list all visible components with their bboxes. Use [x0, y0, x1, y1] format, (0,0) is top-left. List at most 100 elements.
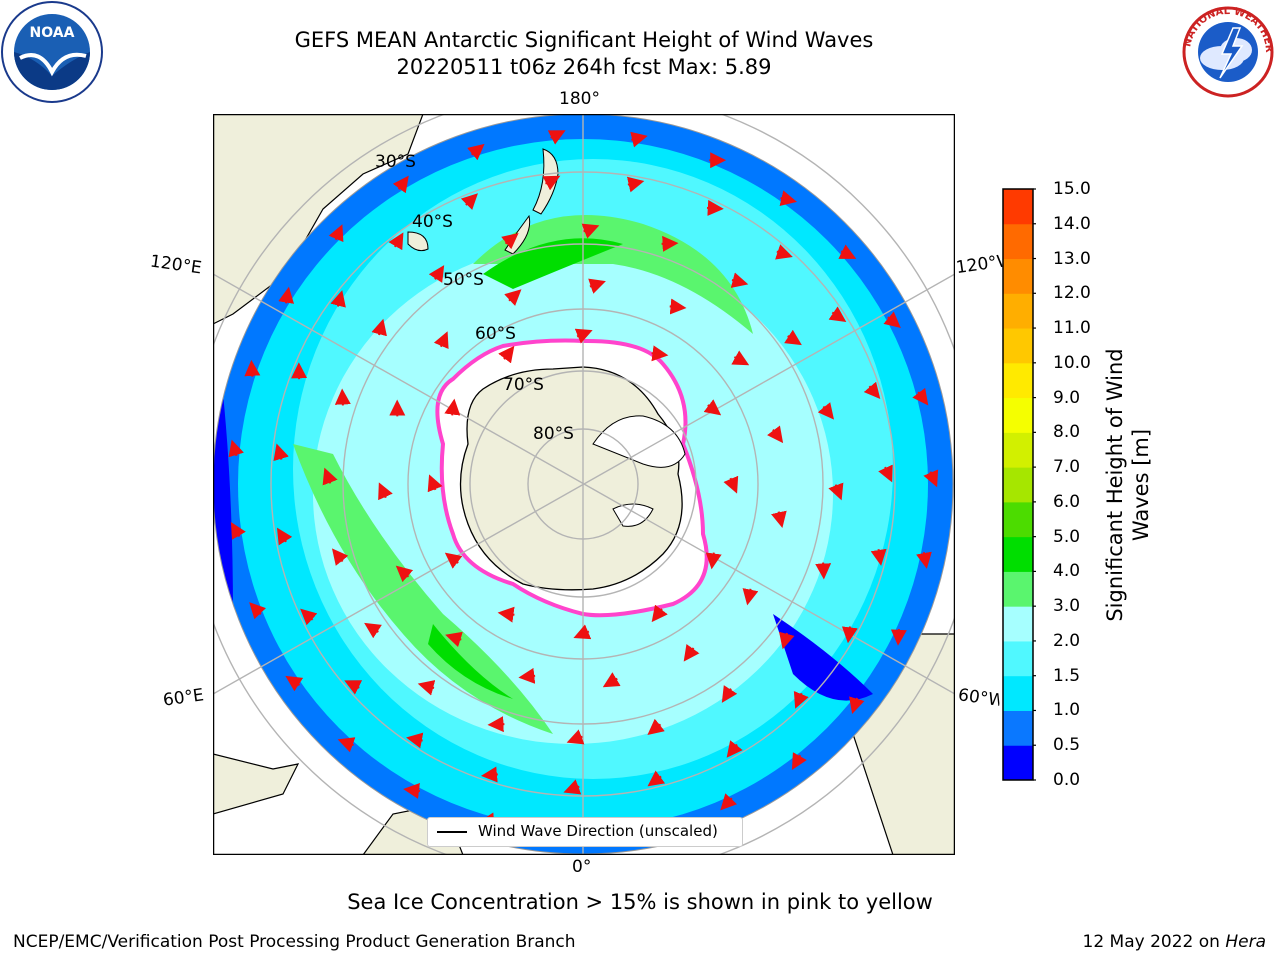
- wind-wave-arrow: [730, 272, 749, 288]
- wind-wave-arrow: [364, 622, 382, 639]
- land-tasmania: [407, 231, 429, 252]
- lat-label-40s: 40°S: [412, 212, 453, 232]
- lon-label-120w: 120°W: [954, 251, 1004, 279]
- map-subtitle: 20220511 t06z 264h fcst Max: 5.89: [396, 55, 772, 79]
- wind-wave-arrow: [300, 608, 318, 626]
- wind-wave-arrow: [378, 482, 393, 501]
- wind-wave-arrow: [890, 628, 907, 646]
- colorbar-tick-label: 5.0: [1053, 526, 1081, 547]
- wind-wave-arrow: [828, 306, 847, 323]
- colorbar-segment: [1003, 432, 1033, 468]
- colorbar-segment: [1003, 571, 1033, 607]
- wind-wave-arrow: [683, 643, 700, 662]
- wind-wave-arrow: [487, 716, 505, 733]
- wind-wave-arrow: [334, 388, 351, 406]
- colorbar-tick-label: 0.0: [1053, 770, 1081, 790]
- noaa-logo: NOAA: [1, 1, 103, 103]
- colorbar-tick-label: 14.0: [1053, 213, 1091, 234]
- colorbar-segment: [1003, 467, 1033, 503]
- wind-wave-arrow: [566, 729, 585, 745]
- wind-wave-arrow: [428, 265, 445, 283]
- wind-wave-arrow: [779, 631, 795, 650]
- nws-logo: NATIONAL WEATHER SERVICE: [1178, 6, 1274, 98]
- wind-wave-arrow: [703, 399, 722, 416]
- colorbar-title: Significant Height of Wind Waves [m]: [1103, 348, 1153, 622]
- map-legend: Wind Wave Direction (unscaled): [427, 817, 743, 847]
- wind-wave-arrow: [588, 278, 606, 294]
- wind-wave-arrow: [912, 387, 929, 406]
- colorbar-segment: [1003, 675, 1033, 711]
- lat-label-50s: 50°S: [443, 270, 484, 290]
- colorbar-tick-label: 4.0: [1053, 561, 1081, 582]
- colorbar: [1002, 188, 1036, 781]
- footer-credit: NCEP/EMC/Verification Post Processing Pr…: [13, 932, 576, 952]
- wind-wave-arrow: [460, 193, 478, 211]
- wind-wave-arrows: [228, 130, 939, 840]
- colorbar-tick-label: 3.0: [1053, 596, 1081, 617]
- colorbar-segment: [1003, 328, 1033, 364]
- colorbar-tick-label: 7.0: [1053, 457, 1081, 478]
- wave-band-3.0-4.0-west: [293, 444, 553, 734]
- wind-wave-arrow: [445, 631, 463, 648]
- wind-wave-arrow: [574, 328, 593, 344]
- polar-map: [213, 114, 955, 855]
- colorbar-tick-label: 1.5: [1053, 665, 1081, 686]
- wind-wave-arrow: [661, 235, 679, 252]
- wind-wave-arrow: [481, 766, 498, 783]
- wind-wave-arrow: [337, 737, 356, 753]
- wind-wave-arrow: [276, 527, 293, 546]
- wind-wave-arrow: [542, 175, 561, 191]
- sea-ice-note: Sea Ice Concentration > 15% is shown in …: [347, 890, 933, 914]
- wind-wave-arrow: [647, 770, 666, 787]
- wave-band-4.0-5.0-north: [483, 238, 623, 289]
- wind-wave-arrow: [228, 439, 244, 458]
- wind-wave-arrow: [647, 718, 665, 736]
- wind-wave-arrow: [651, 604, 668, 623]
- wind-wave-arrow: [285, 675, 304, 692]
- wind-wave-arrow: [581, 223, 600, 239]
- wind-wave-arrow: [705, 552, 722, 570]
- wind-wave-arrow: [883, 311, 901, 328]
- colorbar-tick-label: 2.0: [1053, 630, 1081, 651]
- colorbar-segment: [1003, 397, 1033, 433]
- legend-line-sample: [437, 831, 467, 833]
- wind-wave-arrow: [406, 732, 424, 749]
- wind-wave-arrow: [669, 298, 687, 315]
- wind-wave-arrow: [403, 782, 421, 799]
- wind-wave-arrow: [330, 290, 346, 308]
- lat-label-70s: 70°S: [503, 375, 544, 395]
- wind-wave-arrow: [784, 329, 802, 346]
- wind-wave-arrow: [444, 398, 461, 416]
- footer-date: 12 May 2022 on Hera: [1083, 932, 1267, 952]
- wind-wave-arrow: [244, 359, 261, 377]
- wind-wave-arrow: [230, 521, 246, 540]
- wind-wave-arrow: [344, 680, 363, 695]
- wind-wave-arrow: [838, 244, 857, 259]
- wind-wave-arrow: [870, 548, 887, 566]
- wind-wave-arrow: [720, 793, 738, 811]
- lon-label-120e: 120°E: [148, 251, 203, 279]
- wind-wave-arrow: [249, 602, 266, 620]
- wind-wave-arrow: [923, 469, 939, 488]
- wind-wave-arrow: [726, 740, 743, 758]
- colorbar-segment: [1003, 536, 1033, 572]
- wind-wave-arrow: [322, 467, 338, 486]
- wind-wave-arrow: [563, 779, 582, 795]
- wind-wave-arrow: [841, 626, 858, 644]
- colorbar-segment: [1003, 189, 1033, 225]
- wave-band-4.0-5.0-west: [428, 624, 513, 699]
- wind-wave-arrow: [721, 685, 738, 703]
- legend-label: Wind Wave Direction (unscaled): [478, 822, 718, 840]
- wind-wave-arrow: [651, 345, 669, 362]
- colorbar-tick-label: 0.5: [1053, 735, 1081, 756]
- wind-wave-arrow: [331, 548, 349, 566]
- wind-wave-arrow: [504, 289, 522, 307]
- wind-wave-arrow: [388, 232, 404, 251]
- wind-wave-arrow: [779, 190, 797, 206]
- wind-wave-arrow: [742, 588, 759, 606]
- wind-wave-arrow: [547, 130, 566, 145]
- wind-wave-arrow: [723, 475, 739, 494]
- colorbar-tick-label: 10.0: [1053, 352, 1091, 373]
- wind-wave-arrow: [771, 510, 787, 529]
- footer-machine: Hera: [1225, 932, 1266, 952]
